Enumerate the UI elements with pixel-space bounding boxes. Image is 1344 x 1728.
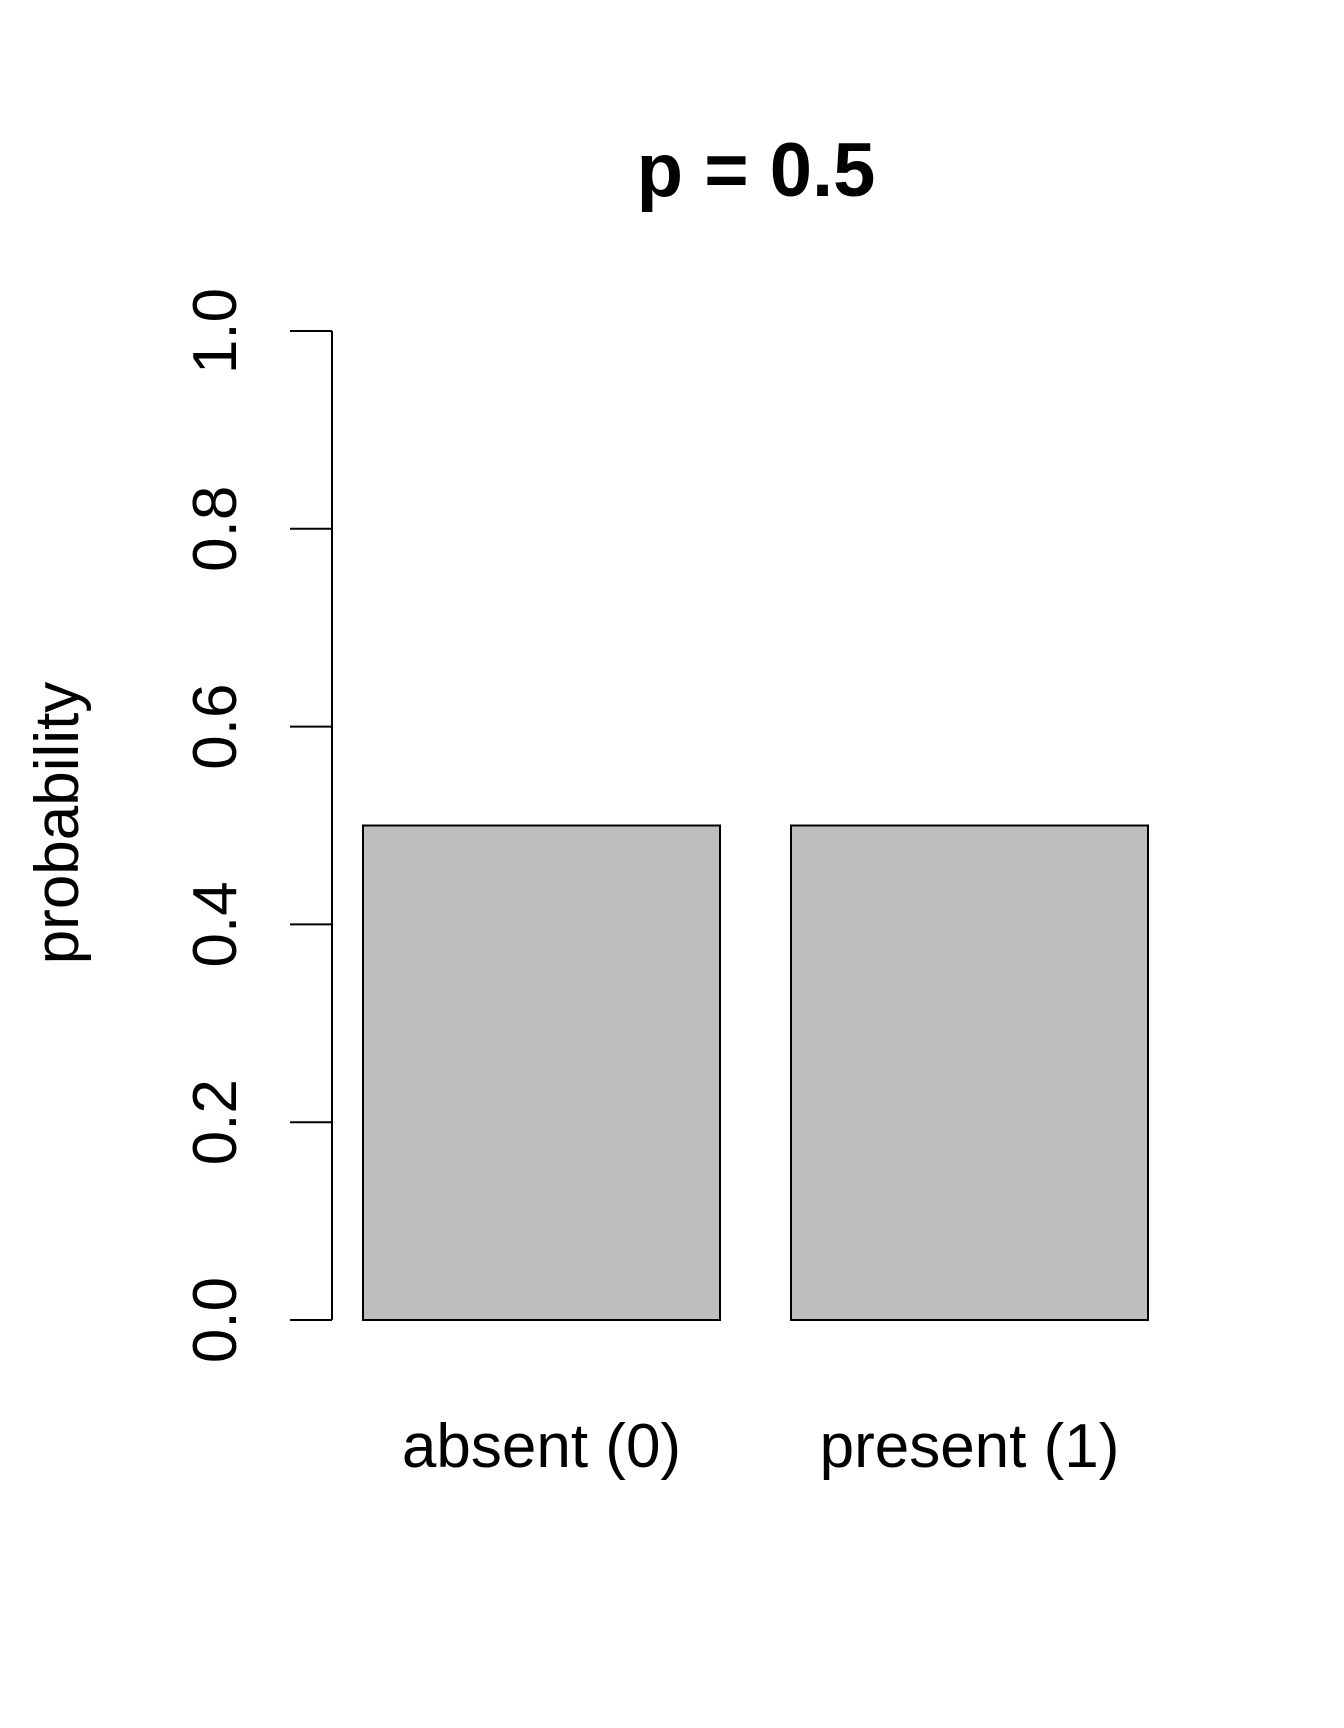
- x-tick-label: present (1): [820, 1412, 1120, 1481]
- bars: [362, 824, 1149, 1321]
- y-tick-label: 1.0: [181, 288, 250, 374]
- y-axis-label: probability: [23, 682, 92, 965]
- chart-title: p = 0.5: [637, 128, 876, 213]
- x-axis-labels: absent (0) present (1): [402, 1412, 1119, 1481]
- y-tick-label: 0.4: [181, 881, 250, 967]
- y-tick-label: 0.2: [181, 1079, 250, 1165]
- y-tick-label: 0.6: [181, 683, 250, 769]
- y-tick-label: 0.8: [181, 486, 250, 572]
- y-tick-label: 0.0: [181, 1277, 250, 1363]
- x-tick-label: absent (0): [402, 1412, 681, 1481]
- y-axis: 0.0 0.2 0.4 0.6 0.8 1.0: [181, 288, 333, 1363]
- bar: [362, 824, 721, 1321]
- bar: [790, 824, 1149, 1321]
